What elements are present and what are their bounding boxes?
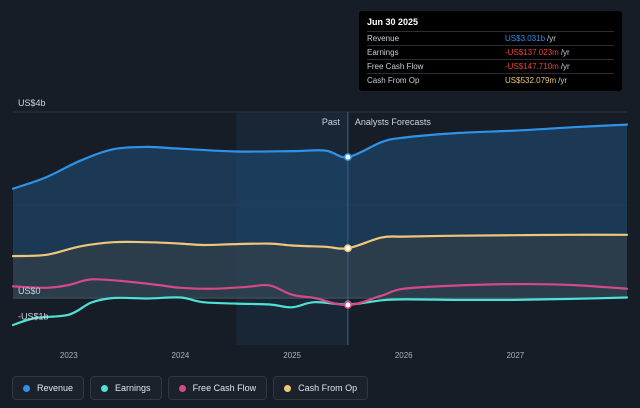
past-label: Past [322,117,341,127]
tooltip-value: -US$137.023m [505,48,559,57]
tooltip-value: US$3.031b [505,34,546,43]
tooltip-value: US$532.079m [505,76,557,85]
tooltip-unit: /yr [560,48,570,57]
revenue-line [11,123,629,190]
cash-from-op-dot-icon [284,384,292,392]
legend-item-revenue[interactable]: Revenue [12,376,85,400]
tooltip-unit: /yr [560,62,570,71]
tooltip-row-revenue: Revenue US$3.031b/yr [367,31,614,45]
legend-label: Revenue [37,383,74,393]
free-cash-flow-dot-icon [178,384,186,392]
revenue-dot-icon [23,384,30,392]
cash-from-op-line [11,233,629,258]
tooltip-unit: /yr [558,76,568,85]
tooltip-row-free-cash-flow: Free Cash Flow -US$147.710m/yr [367,59,614,73]
legend-label: Cash From Op [298,383,358,393]
x-tick-label: 2026 [395,351,413,360]
free-cash-flow-line [11,278,629,307]
legend: Revenue Earnings Free Cash Flow Cash Fro… [12,376,369,400]
x-tick-label: 2024 [172,351,190,360]
x-tick-label: 2027 [506,351,524,360]
legend-item-cash-from-op[interactable]: Cash From Op [273,376,369,400]
tooltip-date: Jun 30 2025 [367,17,419,27]
free-cash-flow-marker [343,301,352,309]
legend-label: Free Cash Flow [192,383,257,393]
tooltip: Jun 30 2025 Revenue US$3.031b/yr Earning… [359,11,622,91]
forecast-label: Analysts Forecasts [355,117,432,127]
y-axis-label-zero: US$0 [18,286,41,296]
legend-item-free-cash-flow[interactable]: Free Cash Flow [167,376,268,400]
y-axis-label-top: US$4b [18,98,46,108]
earnings-line [11,296,629,327]
tooltip-unit: /yr [547,34,556,43]
x-tick-label: 2023 [60,351,78,360]
x-tick-label: 2025 [283,351,301,360]
tooltip-row-earnings: Earnings -US$137.023m/yr [367,45,614,59]
tooltip-label: Free Cash Flow [367,62,424,71]
earnings-dot-icon [101,384,109,392]
tooltip-label: Earnings [367,48,399,57]
tooltip-row-cash-from-op: Cash From Op US$532.079m/yr [367,73,614,87]
y-axis-label-negative: -US$1b [18,312,49,322]
revenue-area [13,124,627,298]
tooltip-label: Revenue [367,34,400,43]
cash-from-op-marker [343,244,352,253]
tooltip-value: -US$147.710m [505,62,559,71]
legend-item-earnings[interactable]: Earnings [90,376,162,400]
revenue-marker [343,153,352,162]
tooltip-label: Cash From Op [367,76,420,85]
legend-label: Earnings [115,383,151,393]
cash-from-op-area [13,234,627,298]
